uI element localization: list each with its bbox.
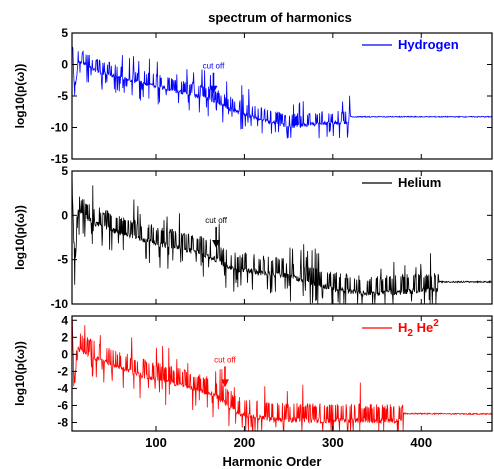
y-tick-label: 0 — [61, 58, 68, 72]
series-line-3 — [71, 315, 492, 433]
legend-label: Helium — [398, 175, 441, 190]
axes-frame — [71, 315, 493, 432]
x-tick-label: 300 — [322, 435, 344, 450]
cutoff-arrowhead — [220, 379, 229, 388]
y-tick-label: -5 — [57, 253, 68, 267]
panel-3: 4 2 0 -2 -4 -6 -8 100 200 300 400 log10(p(ω)) H2 He2… — [13, 313, 493, 450]
y-tick-label: -6 — [57, 398, 68, 412]
y-tick-label: 0 — [61, 347, 68, 361]
panel-2: 5 0 -5 -10 log10(p(ω)) Helium cut off — [13, 164, 493, 311]
axes-frame — [71, 170, 493, 305]
y-tick-label: -2 — [57, 364, 68, 378]
legend-label: H2 He2 — [398, 318, 439, 339]
y-tick-label: 0 — [61, 208, 68, 222]
series-line-1 — [71, 46, 493, 139]
cutoff-arrowhead — [212, 240, 221, 249]
cutoff-annotation: cut off — [205, 216, 227, 225]
panels-group: 5 0 -5 -10 -15 log10(p(ω)) Hydrogen cut off 5 0 -5… — [13, 26, 493, 450]
y-tick-label: 2 — [61, 330, 68, 344]
y-tick-label: -10 — [51, 297, 69, 311]
y-tick-label: 4 — [61, 313, 68, 327]
y-axis-label: log10(p(ω)) — [13, 64, 27, 129]
y-tick-label: -8 — [57, 415, 68, 429]
y-tick-label: -10 — [51, 121, 69, 135]
y-tick-label: -4 — [57, 381, 68, 395]
x-tick-label: 100 — [145, 435, 167, 450]
cutoff-annotation: cut off — [214, 355, 236, 364]
cutoff-annotation: cut off — [203, 62, 225, 71]
series-line-2 — [71, 170, 493, 305]
x-axis-label: Harmonic Order — [223, 454, 322, 469]
y-axis-label: log10(p(ω)) — [13, 341, 27, 406]
y-tick-label: 5 — [61, 26, 68, 40]
x-tick-label: 200 — [234, 435, 256, 450]
y-tick-label: -15 — [51, 152, 69, 166]
y-tick-label: 5 — [61, 164, 68, 178]
chart-title: spectrum of harmonics — [208, 10, 352, 25]
y-tick-label: -5 — [57, 89, 68, 103]
panel-1: 5 0 -5 -10 -15 log10(p(ω)) Hydrogen cut off — [13, 26, 493, 166]
x-tick-label: 400 — [410, 435, 432, 450]
y-axis-label: log10(p(ω)) — [13, 205, 27, 270]
legend-label: Hydrogen — [398, 37, 459, 52]
cutoff-arrowhead — [209, 85, 218, 94]
